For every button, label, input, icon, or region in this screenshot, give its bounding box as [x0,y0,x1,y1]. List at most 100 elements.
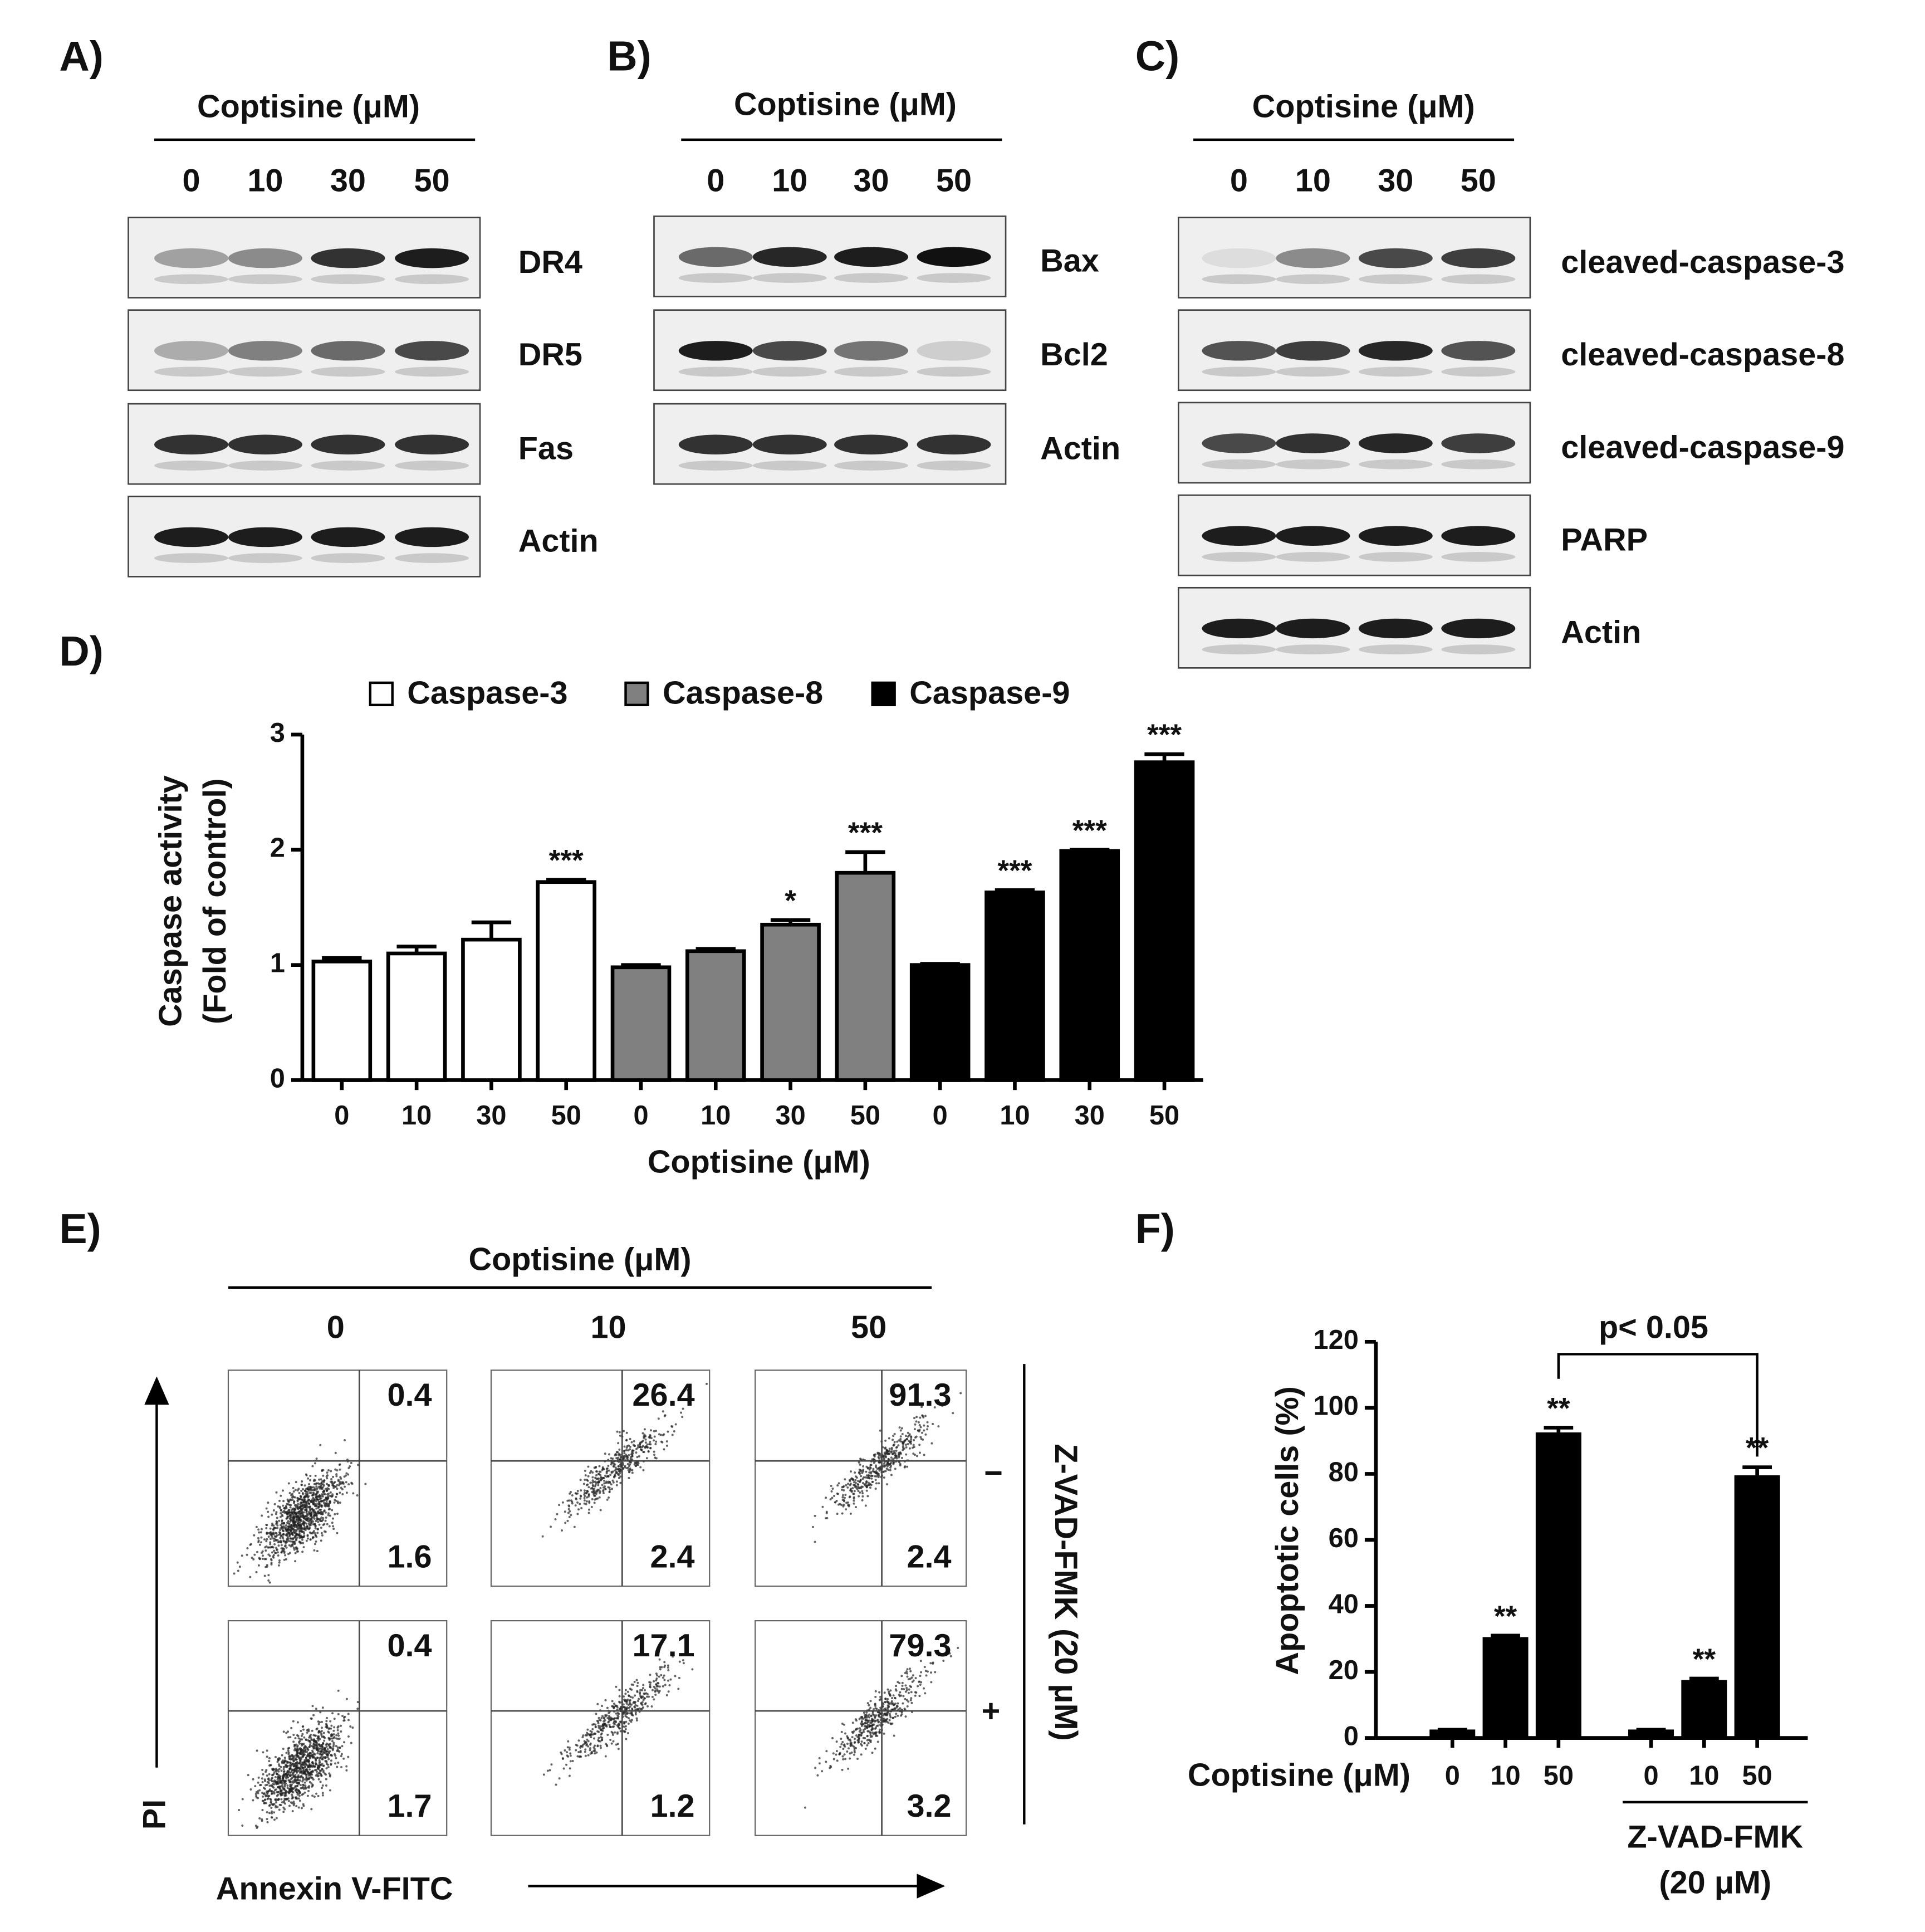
event-dot [315,1483,317,1485]
lane-label: 10 [1295,163,1331,199]
event-dot [285,1792,287,1795]
event-dot [868,1719,871,1722]
event-dot [324,1519,327,1522]
event-dot [649,1684,652,1686]
event-dot [254,1793,257,1796]
event-dot [624,1455,627,1458]
event-dot [599,1740,602,1743]
event-dot [884,1697,887,1700]
event-dot [268,1804,271,1807]
event-dot [821,1505,824,1508]
event-dot [311,1705,314,1708]
event-dot [285,1732,288,1734]
event-dot [307,1739,310,1742]
event-dot [644,1441,647,1444]
event-dot [589,1471,591,1474]
band-faint [154,461,228,471]
event-dot [814,1540,816,1543]
panel-label: F) [1135,1205,1175,1252]
event-dot [311,1765,314,1768]
event-dot [332,1517,335,1520]
event-dot [265,1540,268,1543]
event-dot [908,1447,911,1450]
event-dot [853,1749,856,1752]
event-dot [635,1451,638,1454]
event-dot [326,1471,329,1474]
significance: ** [1494,1600,1517,1633]
event-dot [870,1715,873,1718]
event-dot [275,1770,278,1773]
event-dot [296,1744,299,1747]
event-dot [317,1778,320,1781]
event-dot [665,1694,668,1696]
event-dot [593,1748,596,1750]
event-dot [275,1552,277,1554]
band-faint [311,553,385,563]
event-dot [889,1714,892,1717]
event-dot [914,1436,917,1439]
band [395,248,469,268]
event-dot [290,1788,293,1791]
event-dot [281,1754,283,1757]
event-dot [280,1544,283,1547]
event-dot [920,1406,923,1408]
event-dot [601,1738,604,1741]
lane-label: 0 [1230,163,1248,199]
event-dot [858,1730,861,1733]
event-dot [329,1501,331,1504]
event-dot [592,1485,595,1488]
event-dot [251,1557,253,1559]
event-dot [294,1560,297,1563]
event-dot [335,1475,338,1478]
y-tick-label: 0 [270,1063,285,1093]
event-dot [277,1782,280,1785]
event-dot [331,1712,334,1715]
event-dot [302,1527,305,1530]
event-dot [862,1469,865,1471]
event-dot [286,1515,289,1518]
event-dot [843,1723,845,1726]
event-dot [302,1743,305,1745]
event-dot [292,1547,295,1549]
event-dot [293,1528,296,1531]
event-dot [655,1677,658,1680]
event-dot [643,1436,645,1439]
event-dot [291,1540,293,1543]
event-dot [548,1769,551,1772]
band-faint [678,273,753,283]
event-dot [860,1475,863,1478]
event-dot [853,1481,856,1484]
event-dot [604,1699,607,1701]
event-dot [849,1512,852,1515]
event-dot [569,1492,571,1495]
event-dot [324,1760,327,1763]
event-dot [266,1792,269,1795]
event-dot [339,1491,341,1494]
event-dot [624,1465,626,1468]
event-dot [853,1499,855,1502]
event-dot [932,1662,934,1665]
event-dot [315,1520,317,1523]
event-dot [906,1705,909,1708]
event-dot [811,1525,814,1528]
event-dot [325,1503,327,1505]
event-dot [303,1747,306,1749]
event-dot [272,1509,275,1512]
event-dot [315,1507,318,1510]
event-dot [309,1508,312,1511]
event-dot [288,1789,291,1792]
event-dot [584,1474,587,1477]
event-dot [814,1767,817,1769]
event-dot [297,1755,300,1758]
event-dot [287,1520,290,1523]
event-dot [608,1490,611,1493]
event-dot [296,1512,298,1514]
event-dot [272,1768,275,1770]
event-dot [904,1671,907,1674]
event-dot [899,1437,902,1440]
event-dot [598,1719,601,1721]
event-dot [334,1753,336,1755]
event-dot [622,1729,625,1732]
event-dot [308,1768,311,1771]
event-dot [862,1465,865,1468]
